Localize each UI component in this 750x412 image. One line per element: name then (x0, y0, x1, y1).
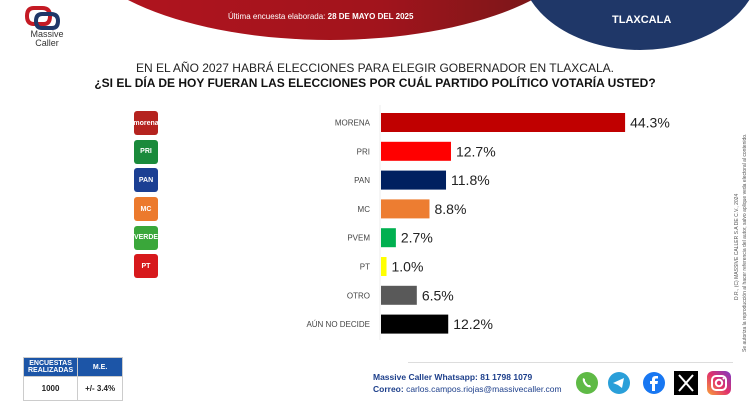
surveys-header: ENCUESTAS REALIZADAS (22, 357, 79, 377)
party-logo-pan-icon: PAN (134, 168, 158, 193)
surveys-value: 1000 (22, 376, 79, 401)
whatsapp-contact: Massive Caller Whatsapp: 81 1798 1079 (373, 372, 533, 382)
brand-name: Massive Caller (30, 29, 64, 48)
value-label: 2.7% (401, 230, 433, 246)
category-label: PT (360, 263, 370, 272)
legal-copyright: D.R., (C) MASSIVE CALLER S.A DE C.V., 20… (734, 193, 740, 300)
category-label: PVEM (347, 234, 370, 243)
party-logo-morena-icon: morena (133, 111, 159, 135)
question-intro: EN EL AÑO 2027 HABRÁ ELECCIONES PARA ELE… (136, 61, 614, 75)
bar-morena (381, 113, 626, 132)
category-label: OTRO (347, 291, 370, 300)
telegram-icon[interactable] (607, 371, 631, 395)
party-logo-verde-icon: VERDE (134, 225, 158, 250)
email-link[interactable]: carlos.campos.riojas@massivecaller.com (406, 384, 562, 394)
massive-caller-logo-icon (24, 6, 61, 30)
category-label: MC (358, 205, 371, 214)
footer-divider (408, 362, 733, 363)
margin-header: M.E. (77, 357, 124, 377)
party-logo-pt-icon: PT (134, 254, 158, 279)
value-label: 12.2% (453, 316, 493, 332)
date-value: 28 DE MAYO DEL 2025 (327, 12, 414, 21)
bar-chart: MORENA 44.3% PRI 12.7% PAN 11.8% MC 8.8% PVEM 2.7… (306, 105, 670, 340)
question-title: ¿SI EL DÍA DE HOY FUERAN LAS ELECCIONES … (94, 76, 656, 90)
category-label: MORENA (335, 119, 371, 128)
value-label: 12.7% (456, 143, 496, 159)
stats-table: ENCUESTAS REALIZADAS M.E. 1000 +/- 3.4% (22, 357, 124, 401)
category-label: AÚN NO DECIDE (306, 320, 370, 329)
bar-aún-no-decide (381, 314, 449, 334)
party-logos: morena PRI PAN MC VERDE PT (133, 111, 159, 283)
legal-notice: Se autoriza la reproducción al hacer ref… (742, 133, 748, 352)
facebook-icon[interactable] (642, 371, 666, 395)
value-label: 11.8% (451, 172, 490, 188)
party-logo-mc-icon: MC (134, 197, 158, 222)
date-label: Última encuesta elaborada: (228, 12, 326, 21)
email-contact: Correo: carlos.campos.riojas@massivecall… (373, 384, 562, 394)
category-label: PAN (354, 176, 370, 185)
bar-pt (381, 257, 387, 276)
category-label: PRI (357, 147, 370, 156)
value-label: 1.0% (392, 259, 424, 275)
instagram-icon[interactable] (707, 371, 731, 395)
party-logo-pri-icon: PRI (134, 139, 158, 164)
bar-mc (381, 199, 430, 219)
whatsapp-icon[interactable] (575, 371, 599, 395)
state-name: TLAXCALA (612, 14, 672, 26)
value-label: 8.8% (434, 201, 466, 217)
bar-pvem (381, 228, 396, 248)
bar-pri (381, 141, 451, 161)
bar-otro (381, 285, 417, 305)
margin-value: +/- 3.4% (77, 376, 124, 401)
x-icon[interactable] (674, 371, 698, 395)
value-label: 6.5% (422, 287, 454, 303)
survey-date: Última encuesta elaborada: 28 DE MAYO DE… (228, 12, 413, 21)
value-label: 44.3% (630, 115, 670, 131)
bar-pan (381, 170, 447, 190)
